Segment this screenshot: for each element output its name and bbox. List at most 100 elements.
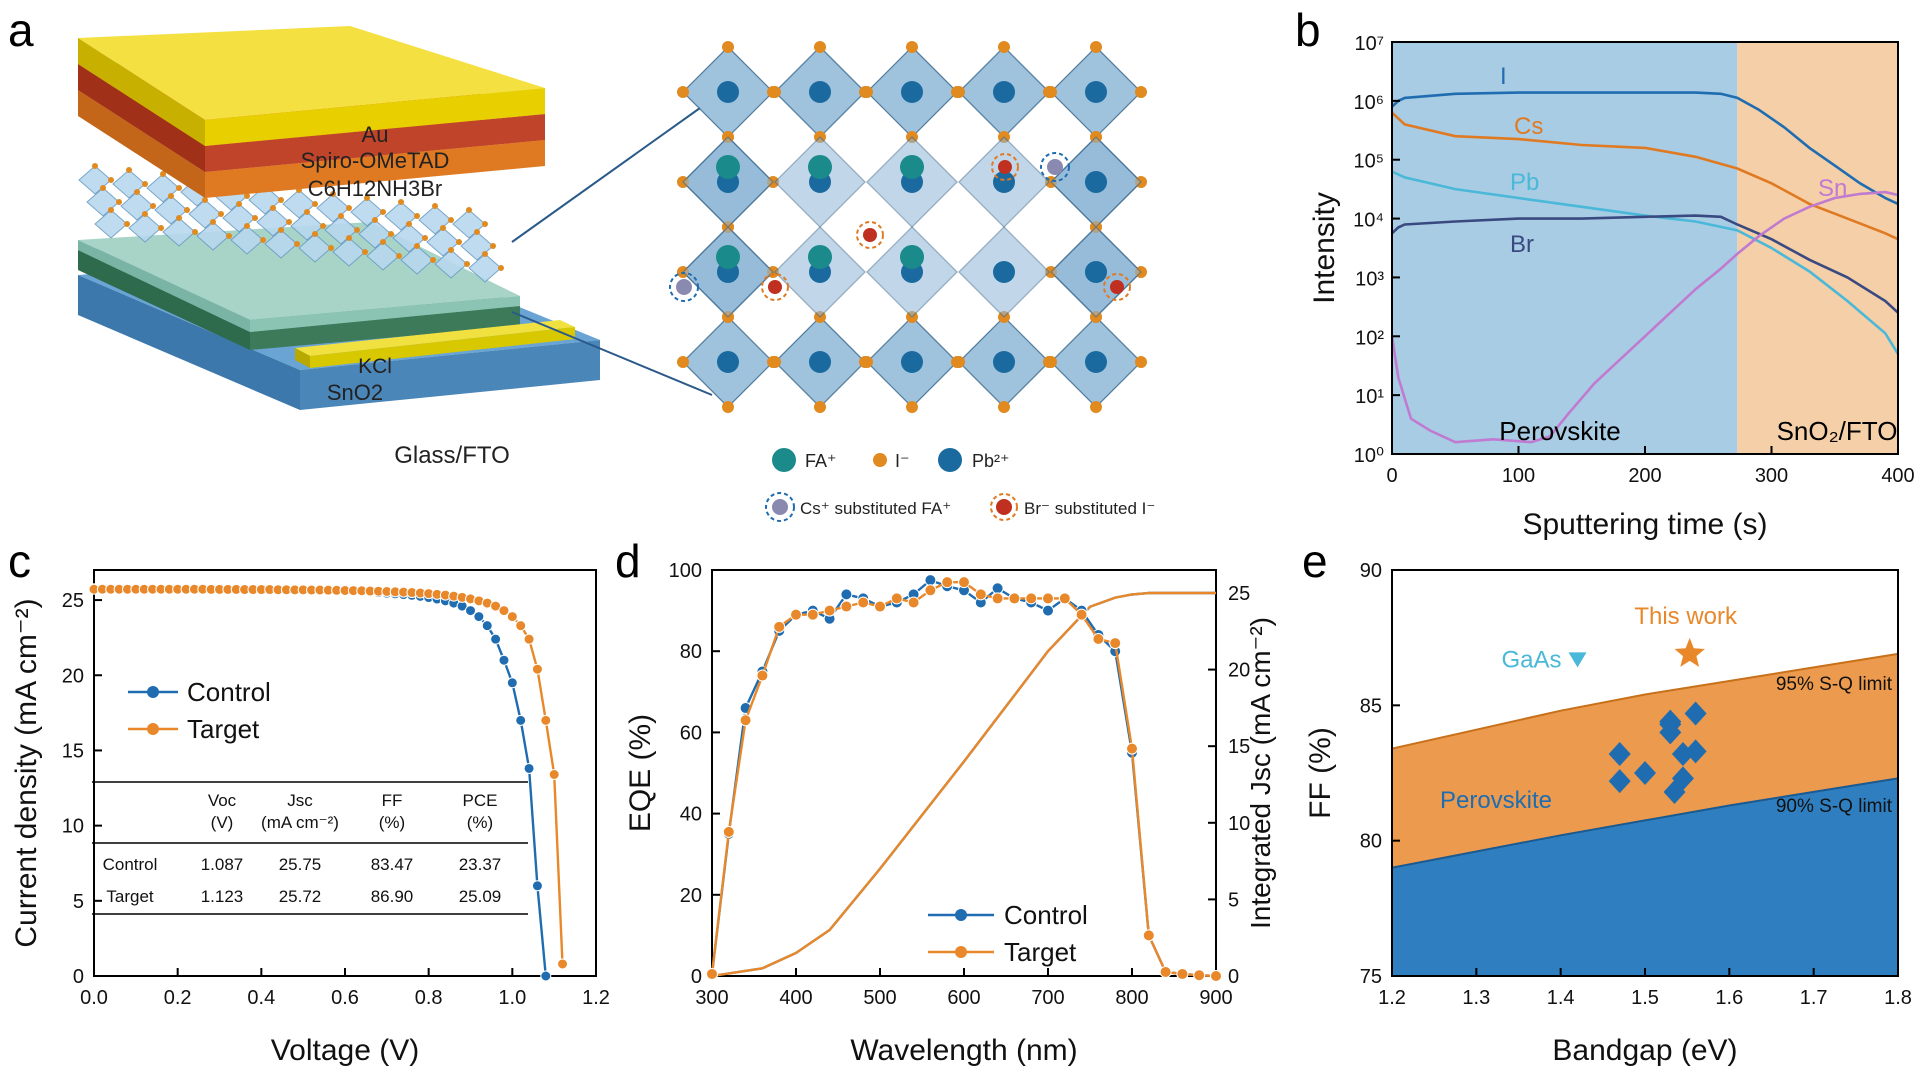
- sq95-label: 95% S-Q limit: [1776, 674, 1893, 695]
- crystal-br: [998, 160, 1012, 174]
- zoom-line-bottom: [511, 311, 713, 396]
- data-point-target: [523, 633, 535, 645]
- table-cell: 25.09: [459, 887, 502, 906]
- crystal-fa: [900, 155, 924, 179]
- data-point-target: [857, 596, 870, 609]
- lattice-iodide: [466, 207, 472, 213]
- x-tick-label: 1.6: [1715, 987, 1743, 1009]
- lattice-iodide: [354, 227, 360, 233]
- x-tick-label: 300: [695, 987, 728, 1009]
- data-point-target: [924, 584, 937, 597]
- y-tick-label-right: 25: [1228, 583, 1250, 605]
- crystal-cs: [1047, 159, 1063, 175]
- data-point-control: [506, 677, 518, 689]
- data-point-target: [958, 576, 970, 589]
- gaas-label: GaAs: [1502, 646, 1562, 673]
- table-header: PCE: [463, 791, 498, 810]
- lattice-iodide: [124, 221, 130, 227]
- series-label-i: I: [1500, 63, 1507, 90]
- data-point-target: [739, 714, 752, 727]
- data-point-target: [498, 605, 510, 617]
- panel-label-a: a: [8, 4, 34, 56]
- x-tick-label: 1.7: [1800, 987, 1828, 1009]
- table-header-unit: (mA cm⁻²): [261, 813, 339, 832]
- table-cell: Target: [106, 887, 154, 906]
- data-point-target: [557, 958, 569, 970]
- crystal-pb: [993, 351, 1015, 373]
- lattice-iodide: [142, 211, 148, 217]
- lattice-iodide: [388, 231, 394, 237]
- crystal-iodide: [1135, 356, 1147, 368]
- panel-d: d 300 400 500 600 700 800 90002040608010005101…: [615, 535, 1276, 1067]
- lattice-octahedron: [230, 225, 264, 255]
- y-axis-label: FF (%): [1304, 727, 1337, 819]
- lattice-octahedron: [298, 233, 332, 263]
- lattice-octahedron: [162, 217, 196, 247]
- x-tick-label: 0.6: [331, 987, 359, 1009]
- x-tick-label: 600: [947, 987, 980, 1009]
- lattice-iodide: [362, 249, 368, 255]
- series-label-cs: Cs: [1514, 113, 1543, 140]
- panel-label-e: e: [1302, 535, 1328, 587]
- lattice-iodide: [134, 189, 140, 195]
- region-band: [1737, 42, 1898, 454]
- y-tick-label-right: 15: [1228, 736, 1250, 758]
- series-line-br: [1391, 214, 1899, 314]
- legend-label: Target: [1004, 937, 1077, 967]
- data-point-target: [1075, 608, 1088, 621]
- y-tick-label-right: 10: [1228, 813, 1250, 835]
- data-point-control: [473, 611, 485, 623]
- y-axis-label-right: Integrated Jsc (mA cm⁻²): [1245, 617, 1276, 929]
- lattice-octahedron: [86, 187, 120, 217]
- x-tick-label: 500: [863, 987, 896, 1009]
- crystal-pb: [1085, 81, 1107, 103]
- table-cell: 25.72: [279, 887, 322, 906]
- x-tick-label: 900: [1199, 987, 1232, 1009]
- perovskite-point: [1608, 769, 1631, 794]
- perovskite-point: [1608, 742, 1631, 767]
- y-tick-label: 0: [691, 966, 702, 988]
- data-point-target: [907, 596, 920, 609]
- x-tick-label: 1.4: [1547, 987, 1575, 1009]
- data-point-target: [806, 608, 819, 621]
- x-tick-label: 1.5: [1631, 987, 1659, 1009]
- lattice-iodide: [176, 215, 182, 221]
- y-tick-label: 10²: [1355, 327, 1384, 349]
- lattice-octahedron: [350, 197, 384, 227]
- lattice-iodide: [100, 185, 106, 191]
- lattice-iodide: [330, 191, 336, 197]
- legend-cs: Cs⁺ substituted FA⁺: [800, 499, 951, 518]
- label-spiro: Spiro-OMeTAD: [301, 148, 450, 173]
- lattice-iodide: [312, 231, 318, 237]
- y-tick-label: 80: [1360, 831, 1382, 853]
- this-work-marker: [1674, 637, 1705, 667]
- x-tick-label: 1.3: [1462, 987, 1490, 1009]
- series-label-pb: Pb: [1510, 169, 1539, 196]
- label-c6h12nh3br: C6H12NH3Br: [308, 176, 443, 201]
- lattice-iodide: [260, 237, 266, 243]
- y-tick-label: 10: [62, 816, 84, 838]
- table-cell: 1.087: [201, 855, 244, 874]
- x-tick-label: 200: [1628, 465, 1661, 487]
- data-point-target: [941, 576, 954, 589]
- label-kcl: KCl: [358, 355, 392, 378]
- lattice-iodide: [430, 257, 436, 263]
- data-point-control: [498, 654, 510, 666]
- lattice-iodide: [432, 203, 438, 209]
- y-tick-label: 10⁰: [1354, 445, 1384, 467]
- crystal-iodide: [953, 86, 965, 98]
- lattice-iodide: [244, 193, 250, 199]
- crystal-legend: FA⁺ I⁻ Pb²⁺ Cs⁺ substituted FA⁺ Br⁻ subs…: [765, 448, 1155, 522]
- crystal-iodide: [953, 356, 965, 368]
- crystal-pb: [1085, 261, 1107, 283]
- x-tick-label: 1.2: [582, 987, 610, 1009]
- br-ring: [761, 273, 789, 301]
- lattice-iodide: [380, 209, 386, 215]
- fto-strip: [295, 320, 575, 368]
- lattice-iodide: [380, 239, 386, 245]
- data-point-target: [1025, 592, 1038, 605]
- legend-marker: [147, 723, 159, 735]
- lattice-iodide: [244, 223, 250, 229]
- y-tick-label: 0: [73, 966, 84, 988]
